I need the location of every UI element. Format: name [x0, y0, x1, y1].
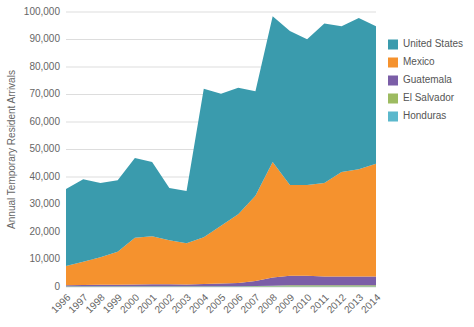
y-axis-label: Annual Temporary Resident Arrivals [6, 70, 17, 229]
legend-swatch [388, 58, 398, 68]
grid-line [66, 287, 376, 288]
grid-line [66, 12, 376, 13]
y-ticks: 0 10,000 20,000 30,000 40,000 50,000 60,000 70,… [24, 6, 61, 292]
y-tick-label: 40,000 [29, 171, 60, 182]
y-tick-label: 50,000 [29, 143, 60, 154]
y-tick-label: 90,000 [29, 33, 60, 44]
y-tick-label: 60,000 [29, 116, 60, 127]
y-tick-label: 10,000 [29, 253, 60, 264]
legend-swatch [388, 76, 398, 86]
y-tick-label: 70,000 [29, 88, 60, 99]
legend-label: Mexico [403, 56, 435, 67]
areas [66, 16, 376, 287]
legend-label: El Salvador [403, 92, 455, 103]
legend-label: Honduras [403, 110, 446, 121]
legend: United States Mexico Guatemala El Salvador H… [388, 38, 463, 121]
x-ticks: 1996199719981999200020012002200320042005… [49, 291, 383, 315]
y-tick-label: 30,000 [29, 198, 60, 209]
legend-swatch [388, 40, 398, 50]
y-tick-label: 80,000 [29, 61, 60, 72]
legend-swatch [388, 94, 398, 104]
x-tick-label: 2014 [359, 291, 383, 315]
legend-label: United States [403, 38, 463, 49]
y-tick-label: 20,000 [29, 226, 60, 237]
legend-label: Guatemala [403, 74, 452, 85]
legend-swatch [388, 112, 398, 122]
area-4 [66, 16, 376, 266]
y-tick-label: 0 [54, 281, 60, 292]
chart: 0 10,000 20,000 30,000 40,000 50,000 60,000 70,… [0, 0, 474, 327]
y-tick-label: 100,000 [24, 6, 61, 17]
y-grid [66, 12, 376, 287]
